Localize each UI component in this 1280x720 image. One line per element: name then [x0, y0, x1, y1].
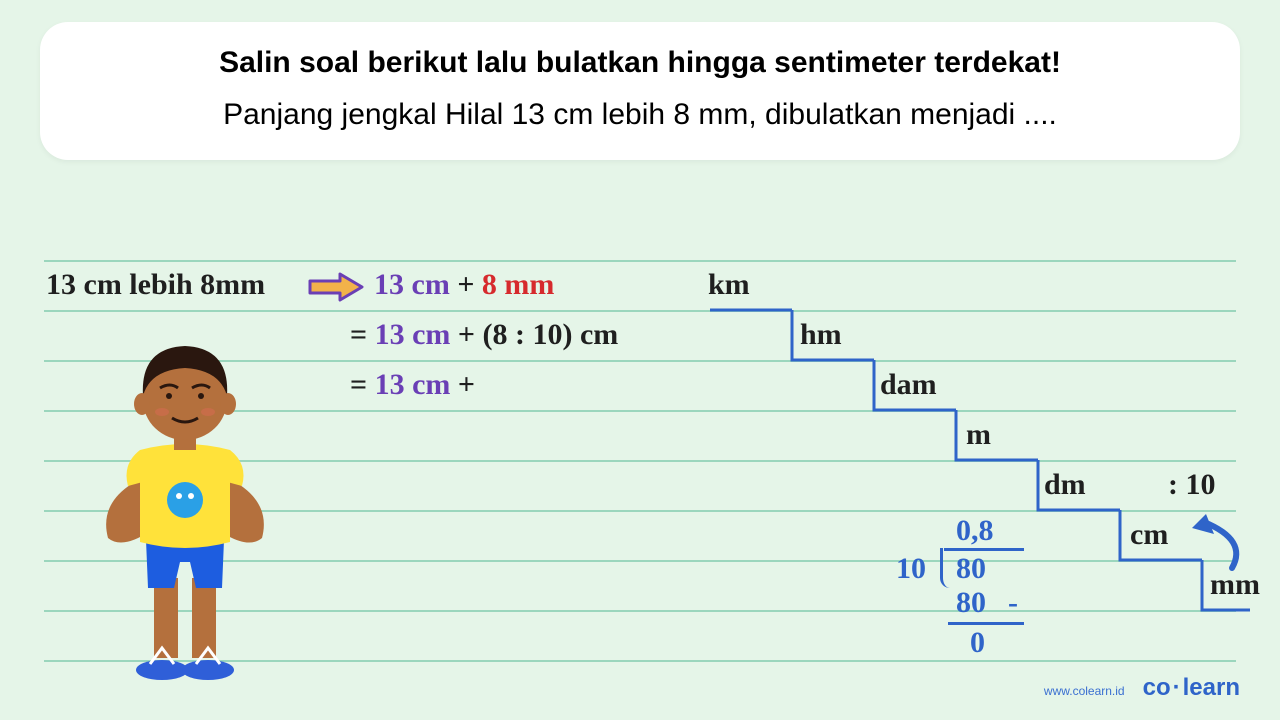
equals-sign: = — [350, 318, 375, 351]
brand-co: co — [1143, 674, 1171, 701]
work-l3-b: + — [450, 368, 475, 401]
subtrahend: 80 — [956, 586, 986, 620]
work-lhs: 13 cm lebih 8mm — [46, 268, 265, 302]
long-division: 0,8 10 80 80 - 0 — [890, 518, 1070, 668]
work-l1-rhs: 13 cm + 8 mm — [374, 268, 554, 302]
work-l2-b: + (8 : 10) cm — [450, 318, 618, 351]
work-l1-b: 8 mm — [482, 268, 554, 301]
divide-by-10-label: : 10 — [1168, 468, 1216, 502]
unit-cm: cm — [1130, 518, 1168, 552]
work-l2: = 13 cm + (8 : 10) cm — [350, 318, 618, 352]
footer: www.colearn.id co·learn — [1044, 674, 1240, 702]
unit-km: km — [708, 268, 750, 302]
brand-dot: · — [1173, 674, 1181, 701]
boy-illustration — [80, 330, 290, 700]
work-l3-a: 13 cm — [375, 368, 451, 401]
division-vinculum — [944, 548, 1024, 551]
unit-hm: hm — [800, 318, 842, 352]
unit-dm: dm — [1044, 468, 1086, 502]
equals-sign: = — [350, 368, 375, 401]
question-card: Salin soal berikut lalu bulatkan hingga … — [40, 22, 1240, 160]
minus-sign: - — [1008, 586, 1018, 620]
plus-sign: + — [450, 268, 482, 301]
footer-url: www.colearn.id — [1044, 684, 1125, 698]
unit-m: m — [966, 418, 991, 452]
rule-line — [44, 260, 1236, 262]
remainder: 0 — [970, 626, 985, 660]
brand-learn: learn — [1183, 674, 1240, 701]
work-l2-a: 13 cm — [375, 318, 451, 351]
divisor: 10 — [896, 552, 926, 586]
work-l3: = 13 cm + — [350, 368, 475, 402]
question-title: Salin soal berikut lalu bulatkan hingga … — [80, 46, 1200, 80]
division-subtract-line — [948, 622, 1024, 625]
question-subtitle: Panjang jengkal Hilal 13 cm lebih 8 mm, … — [80, 98, 1200, 132]
quotient: 0,8 — [956, 514, 994, 548]
brand-logo: co·learn — [1143, 674, 1240, 702]
division-bracket — [940, 548, 950, 588]
dividend: 80 — [956, 552, 986, 586]
arrow-right-icon — [308, 272, 364, 302]
unit-dam: dam — [880, 368, 937, 402]
curve-up-arrow-icon — [1170, 510, 1250, 580]
work-l1-a: 13 cm — [374, 268, 450, 301]
